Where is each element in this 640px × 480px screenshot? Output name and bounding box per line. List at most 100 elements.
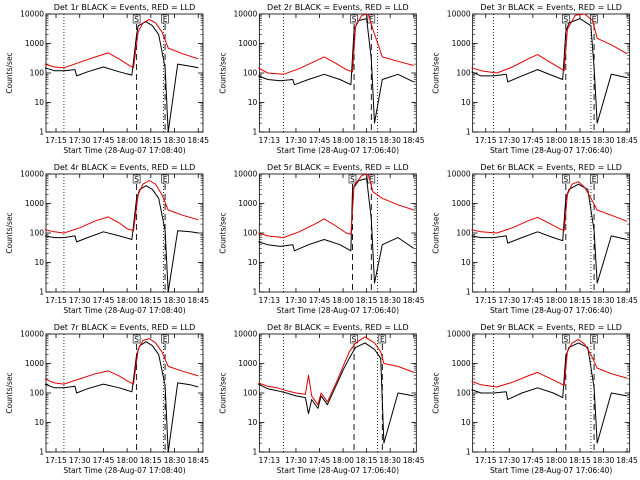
y-tick-label: 10000 [20, 10, 44, 19]
plot-frame [258, 173, 417, 293]
x-tick-label: 18:45 [403, 136, 425, 145]
x-tick-label: 17:30 [285, 296, 307, 305]
x-tick-label: 18:30 [379, 136, 401, 145]
x-tick-label: 18:30 [379, 456, 401, 465]
y-tick-label: 10000 [233, 170, 257, 179]
x-tick-label: 18:45 [616, 456, 638, 465]
series-line-lld [44, 19, 199, 69]
y-axis-label: Counts/sec [218, 372, 227, 413]
x-tick-label: 18:30 [593, 136, 615, 145]
x-tick-label: 17:30 [498, 296, 520, 305]
x-tick-label: 17:30 [69, 136, 91, 145]
y-tick-label: 10 [248, 258, 258, 267]
x-tick-label: 18:15 [356, 456, 378, 465]
x-tick-label: 17:45 [309, 456, 331, 465]
x-tick-label: 17:30 [285, 136, 307, 145]
marker-label: E [380, 335, 385, 344]
marker-label: E [163, 335, 168, 344]
marker-label: S [563, 15, 568, 24]
series-line-events [44, 185, 199, 293]
x-tick-label: 18:45 [403, 456, 425, 465]
x-axis-label: Start Time (28-Aug-07 17:06:40) [490, 146, 612, 155]
y-tick-label: 10 [248, 418, 258, 427]
x-tick-label: 18:45 [187, 456, 209, 465]
y-tick-label: 1 [466, 448, 471, 457]
y-tick-label: 10000 [447, 10, 471, 19]
y-tick-label: 10000 [233, 10, 257, 19]
plot-frame [258, 333, 417, 453]
y-axis-label: Counts/sec [5, 372, 14, 413]
y-tick-label: 1 [253, 128, 258, 137]
y-tick-label: 1 [39, 288, 44, 297]
x-tick-label: 18:45 [187, 136, 209, 145]
x-axis-label: Start Time (28-Aug-07 17:06:40) [490, 306, 612, 315]
x-axis-label: Start Time (28-Aug-07 17:06:40) [490, 466, 612, 475]
marker-box [367, 174, 376, 184]
y-tick-label: 100 [456, 229, 471, 238]
y-tick-label: 10000 [20, 170, 44, 179]
x-tick-label: 17:13 [258, 136, 280, 145]
marker-label: S [563, 175, 568, 184]
y-tick-label: 1 [39, 448, 44, 457]
x-tick-label: 18:30 [164, 136, 186, 145]
series-line-events [258, 342, 414, 444]
marker-label: E [592, 15, 597, 24]
y-tick-label: 10000 [20, 330, 44, 339]
series-line-events [471, 18, 628, 124]
panel-title: Det 6r BLACK = Events, RED = LLD [480, 163, 622, 172]
x-tick-label: 18:30 [164, 296, 186, 305]
series-line-events [471, 342, 628, 444]
x-axis-label: Start Time (28-Aug-07 17:06:40) [277, 146, 399, 155]
y-tick-label: 100 [243, 389, 258, 398]
y-tick-label: 1 [466, 128, 471, 137]
y-axis-label: Counts/sec [432, 372, 441, 413]
marker-box [562, 334, 570, 344]
x-axis-label: Start Time (28-Aug-07 17:08:40) [63, 306, 185, 315]
plot-frame [45, 173, 204, 293]
y-tick-label: 10 [461, 418, 471, 427]
series-line-lld [471, 13, 628, 74]
y-tick-label: 100 [30, 229, 45, 238]
series-line-events [258, 18, 414, 124]
series-line-events [258, 178, 414, 284]
y-axis-label: Counts/sec [432, 212, 441, 253]
x-tick-label: 18:00 [332, 296, 354, 305]
x-tick-label: 18:15 [569, 136, 591, 145]
marker-label: E [163, 175, 168, 184]
x-tick-label: 17:45 [522, 456, 544, 465]
y-tick-label: 1 [466, 288, 471, 297]
detector-panel-9: Det 9r BLACK = Events, RED = LLD 1 10 100 10… [432, 323, 638, 475]
y-tick-label: 1000 [25, 199, 44, 208]
x-tick-label: 18:15 [140, 296, 162, 305]
y-axis-label: Counts/sec [218, 212, 227, 253]
y-tick-label: 1000 [25, 359, 44, 368]
x-tick-label: 18:15 [569, 456, 591, 465]
panel-title: Det 2r BLACK = Events, RED = LLD [267, 3, 409, 12]
detector-panel-3: Det 3r BLACK = Events, RED = LLD 1 10 100 10… [432, 3, 638, 155]
marker-box [161, 174, 169, 184]
marker-label: S [352, 15, 357, 24]
panel-title: Det 3r BLACK = Events, RED = LLD [480, 3, 622, 12]
panel-title: Det 9r BLACK = Events, RED = LLD [480, 323, 622, 332]
y-tick-label: 10 [34, 258, 44, 267]
x-axis-label: Start Time (28-Aug-07 17:06:40) [277, 466, 399, 475]
detector-panel-8: Det 8r BLACK = Events, RED = LLD 1 10 100 10… [218, 323, 424, 475]
detector-panel-5: Det 5r BLACK = Events, RED = LLD 1 10 100 10… [218, 163, 424, 315]
x-tick-label: 18:15 [140, 136, 162, 145]
x-tick-label: 17:45 [522, 296, 544, 305]
marker-box [350, 334, 358, 344]
x-tick-label: 18:45 [616, 296, 638, 305]
x-tick-label: 18:00 [332, 456, 354, 465]
marker-box [562, 174, 570, 184]
y-tick-label: 100 [456, 69, 471, 78]
y-tick-label: 10 [461, 98, 471, 107]
x-axis-label: Start Time (28-Aug-07 17:06:40) [277, 306, 399, 315]
marker-label: S [563, 335, 568, 344]
y-tick-label: 1000 [452, 359, 471, 368]
marker-label: S [352, 335, 357, 344]
marker-label: S [134, 335, 139, 344]
series-line-lld [258, 13, 414, 75]
y-tick-label: 1 [39, 128, 44, 137]
x-tick-label: 17:45 [93, 296, 115, 305]
